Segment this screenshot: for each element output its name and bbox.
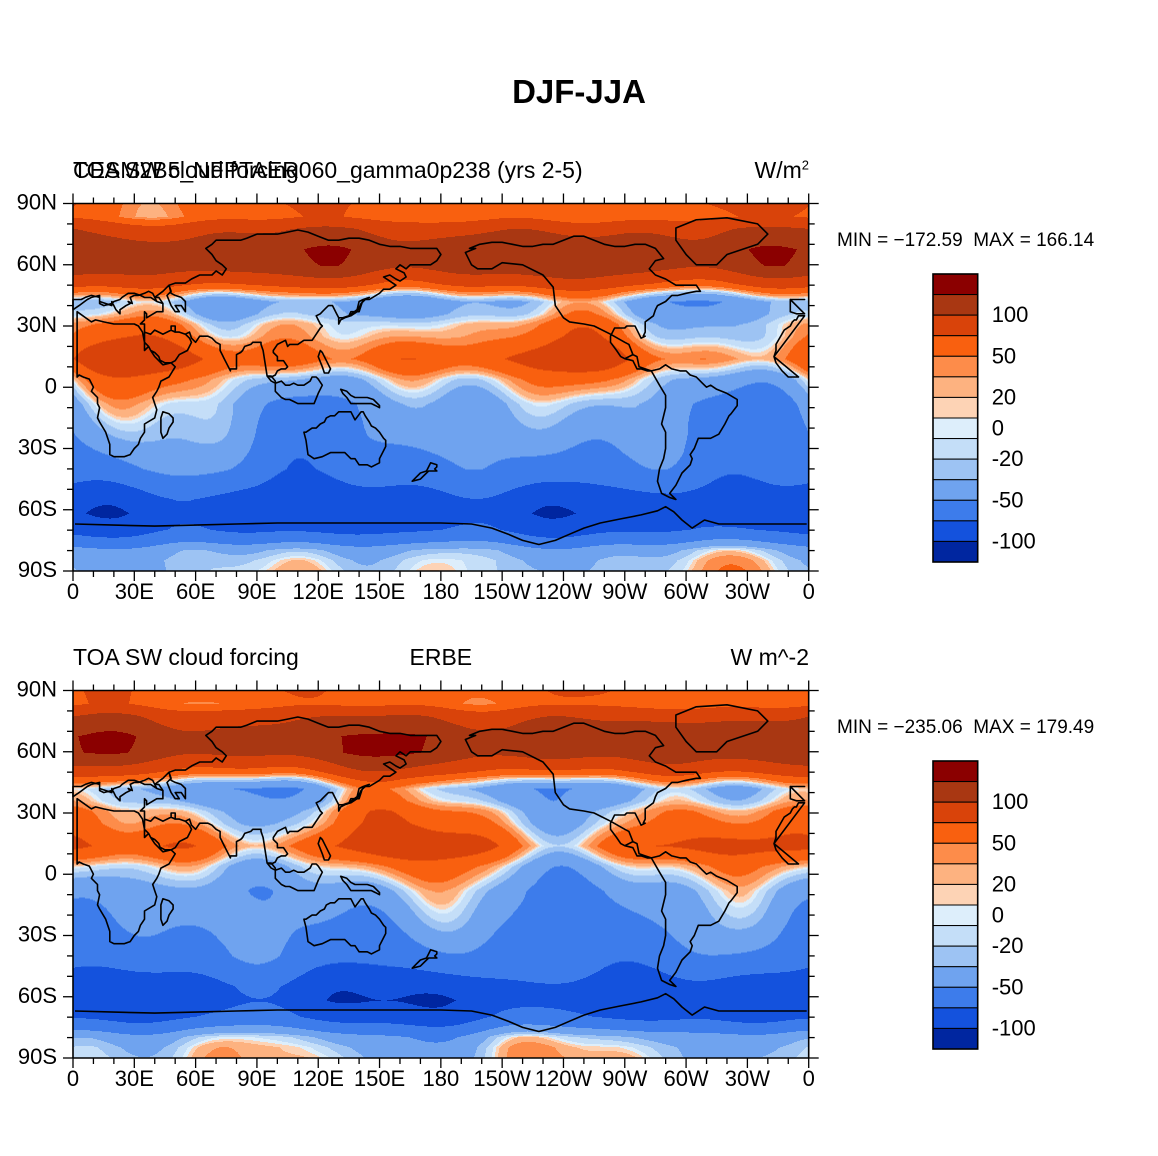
svg-text:100: 100 <box>992 302 1029 327</box>
svg-text:0: 0 <box>67 579 79 604</box>
svg-text:50: 50 <box>992 830 1016 855</box>
svg-text:120E: 120E <box>293 579 344 604</box>
svg-text:30S: 30S <box>18 435 57 460</box>
svg-text:100: 100 <box>992 789 1029 814</box>
svg-text:150W: 150W <box>473 1066 531 1091</box>
svg-text:90N: 90N <box>17 677 57 702</box>
svg-text:30E: 30E <box>115 579 154 604</box>
svg-text:0: 0 <box>45 373 57 398</box>
svg-text:0: 0 <box>45 860 57 885</box>
svg-text:90S: 90S <box>18 557 57 582</box>
svg-text:150W: 150W <box>473 579 531 604</box>
svg-text:20: 20 <box>992 872 1016 897</box>
svg-text:0: 0 <box>67 1066 79 1091</box>
svg-text:0: 0 <box>992 415 1004 440</box>
svg-text:30W: 30W <box>725 1066 770 1091</box>
svg-text:90W: 90W <box>602 579 647 604</box>
svg-text:30E: 30E <box>115 1066 154 1091</box>
svg-text:90W: 90W <box>602 1066 647 1091</box>
svg-text:180: 180 <box>422 579 459 604</box>
svg-text:90E: 90E <box>237 579 276 604</box>
svg-text:150E: 150E <box>354 1066 405 1091</box>
svg-text:180: 180 <box>422 1066 459 1091</box>
svg-text:60W: 60W <box>663 579 708 604</box>
svg-text:60N: 60N <box>17 738 57 763</box>
svg-text:30N: 30N <box>17 312 57 337</box>
svg-text:120E: 120E <box>293 1066 344 1091</box>
svg-text:-100: -100 <box>992 529 1036 554</box>
svg-text:-50: -50 <box>992 487 1024 512</box>
svg-text:0: 0 <box>803 1066 815 1091</box>
svg-text:30W: 30W <box>725 579 770 604</box>
svg-text:120W: 120W <box>535 1066 593 1091</box>
svg-text:-50: -50 <box>992 974 1024 999</box>
svg-text:0: 0 <box>992 902 1004 927</box>
svg-text:0: 0 <box>803 579 815 604</box>
svg-text:90E: 90E <box>237 1066 276 1091</box>
svg-text:60E: 60E <box>176 1066 215 1091</box>
svg-text:60N: 60N <box>17 251 57 276</box>
svg-text:120W: 120W <box>535 579 593 604</box>
svg-text:60S: 60S <box>18 983 57 1008</box>
svg-text:20: 20 <box>992 385 1016 410</box>
svg-text:30S: 30S <box>18 922 57 947</box>
svg-text:90S: 90S <box>18 1044 57 1069</box>
svg-text:60S: 60S <box>18 496 57 521</box>
svg-text:-20: -20 <box>992 933 1024 958</box>
svg-text:60E: 60E <box>176 579 215 604</box>
svg-text:50: 50 <box>992 343 1016 368</box>
svg-text:60W: 60W <box>663 1066 708 1091</box>
svg-text:-20: -20 <box>992 446 1024 471</box>
svg-text:30N: 30N <box>17 799 57 824</box>
svg-text:150E: 150E <box>354 579 405 604</box>
svg-text:-100: -100 <box>992 1016 1036 1041</box>
svg-text:90N: 90N <box>17 190 57 215</box>
